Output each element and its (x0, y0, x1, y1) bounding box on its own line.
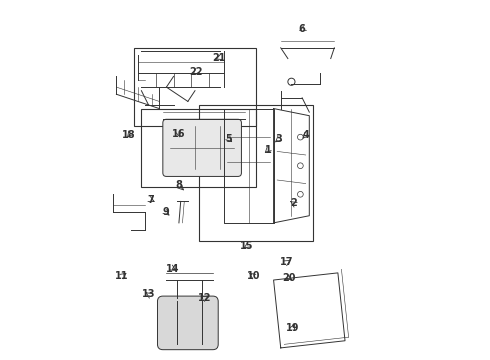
Text: 6: 6 (299, 24, 306, 34)
FancyBboxPatch shape (157, 296, 218, 350)
Text: 2: 2 (290, 198, 296, 208)
Text: 21: 21 (213, 53, 226, 63)
Text: 12: 12 (198, 293, 212, 303)
Text: 14: 14 (166, 264, 180, 274)
Bar (134, 48, 256, 126)
Bar (142, 109, 256, 187)
Text: 4: 4 (302, 130, 309, 140)
Text: 9: 9 (162, 207, 169, 217)
Text: 20: 20 (282, 273, 295, 283)
Text: 7: 7 (147, 195, 154, 204)
Text: 17: 17 (280, 257, 294, 267)
Text: 1: 1 (265, 145, 271, 155)
Text: 10: 10 (247, 271, 261, 282)
Bar (198, 105, 313, 241)
Text: 19: 19 (286, 323, 299, 333)
Text: 15: 15 (240, 241, 253, 251)
Text: 5: 5 (225, 134, 232, 144)
Text: 13: 13 (142, 289, 155, 299)
Text: 18: 18 (122, 130, 136, 140)
Text: 22: 22 (189, 67, 202, 77)
Text: 16: 16 (172, 129, 186, 139)
Text: 11: 11 (115, 271, 128, 282)
FancyBboxPatch shape (163, 119, 242, 176)
Text: 8: 8 (175, 180, 182, 190)
Text: 3: 3 (275, 134, 282, 144)
